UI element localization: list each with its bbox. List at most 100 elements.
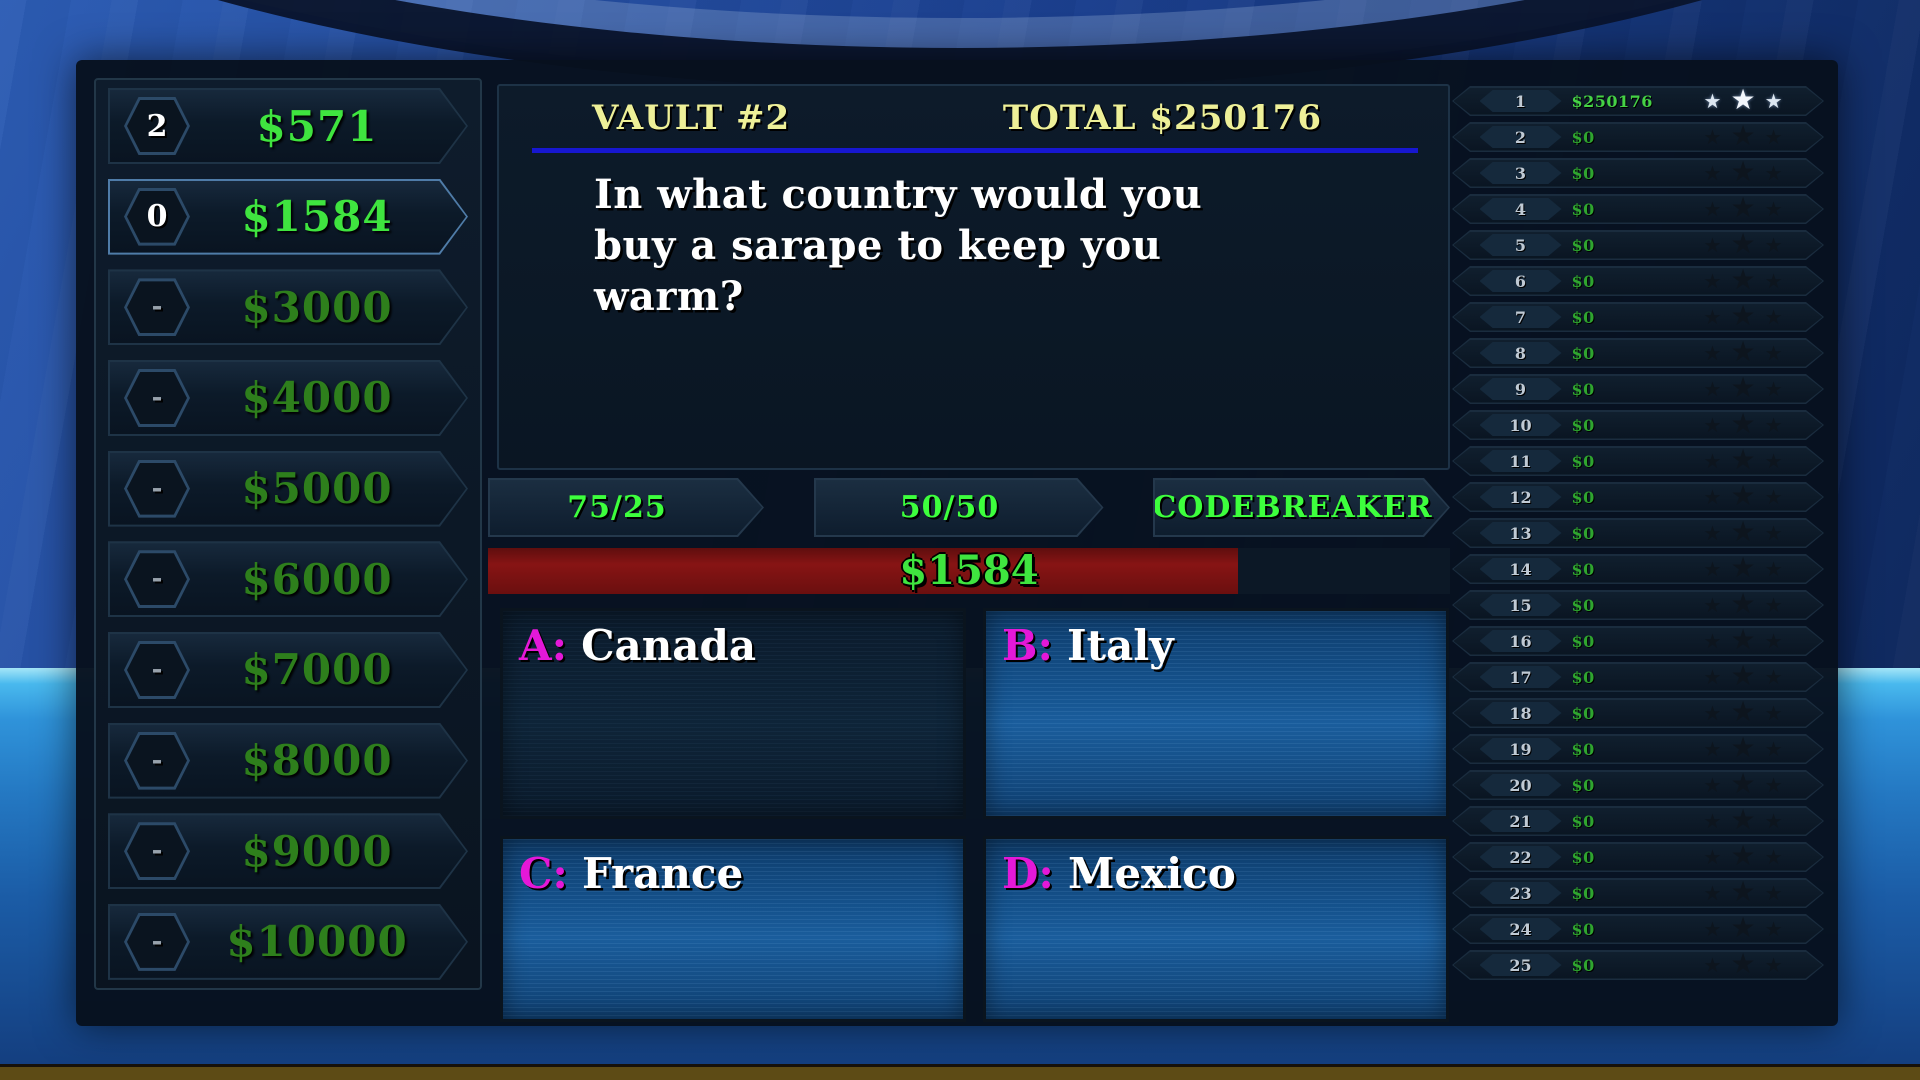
total-label: TOTAL $250176 bbox=[1002, 98, 1322, 138]
scoreboard-row-inner: 8 $0 ★ ★ ★ bbox=[1454, 340, 1823, 367]
answer-box[interactable]: A: Canada bbox=[500, 608, 966, 819]
ladder-item-inner: - $7000 bbox=[110, 634, 466, 706]
scoreboard-row: 8 $0 ★ ★ ★ bbox=[1452, 338, 1824, 368]
rank-badge: 3 bbox=[1480, 162, 1562, 184]
answer-text: France bbox=[581, 849, 744, 898]
scoreboard-amount: $0 bbox=[1571, 199, 1595, 219]
star-icon: ★ bbox=[1764, 701, 1783, 725]
scoreboard-row: 16 $0 ★ ★ ★ bbox=[1452, 626, 1824, 656]
star-icon: ★ bbox=[1730, 767, 1756, 800]
rank-number: 8 bbox=[1514, 343, 1527, 363]
star-icon: ★ bbox=[1703, 737, 1722, 761]
star-icon: ★ bbox=[1764, 305, 1783, 329]
ladder-amount: $5000 bbox=[241, 464, 393, 514]
rank-number: 11 bbox=[1509, 451, 1532, 471]
star-rating: ★ ★ ★ bbox=[1704, 160, 1783, 186]
lifeline-button[interactable]: CODEBREAKER bbox=[1153, 478, 1450, 537]
scoreboard-row: 18 $0 ★ ★ ★ bbox=[1452, 698, 1824, 728]
ladder-item: - $8000 bbox=[108, 723, 468, 799]
answer-letter: C: bbox=[519, 849, 568, 898]
ladder-badge: - bbox=[151, 654, 163, 685]
star-icon: ★ bbox=[1764, 341, 1783, 365]
star-icon: ★ bbox=[1730, 803, 1756, 836]
ladder-item: - $4000 bbox=[108, 360, 468, 436]
star-icon: ★ bbox=[1764, 629, 1783, 653]
ladder-amount: $8000 bbox=[241, 736, 393, 786]
star-rating: ★ ★ ★ bbox=[1704, 736, 1783, 762]
star-icon: ★ bbox=[1703, 773, 1722, 797]
scoreboard-row-inner: 5 $0 ★ ★ ★ bbox=[1454, 232, 1823, 259]
answer-box[interactable]: C: France bbox=[500, 836, 966, 1022]
star-icon: ★ bbox=[1764, 233, 1783, 257]
star-icon: ★ bbox=[1703, 197, 1722, 221]
star-rating: ★ ★ ★ bbox=[1704, 88, 1783, 114]
star-icon: ★ bbox=[1764, 881, 1783, 905]
star-icon: ★ bbox=[1764, 521, 1783, 545]
question-header: VAULT #2 TOTAL $250176 bbox=[499, 86, 1448, 138]
ladder-badge-hex-inner: - bbox=[127, 372, 187, 424]
rank-number: 17 bbox=[1509, 667, 1532, 687]
star-icon: ★ bbox=[1730, 371, 1756, 404]
star-icon: ★ bbox=[1730, 83, 1756, 116]
rank-number: 24 bbox=[1509, 919, 1532, 939]
star-icon: ★ bbox=[1730, 659, 1756, 692]
star-rating: ★ ★ ★ bbox=[1704, 340, 1783, 366]
lifeline-button[interactable]: 75/25 bbox=[488, 478, 764, 537]
rank-number: 25 bbox=[1509, 955, 1532, 975]
star-icon: ★ bbox=[1730, 263, 1756, 296]
star-rating: ★ ★ ★ bbox=[1704, 880, 1783, 906]
scoreboard-row-inner: 13 $0 ★ ★ ★ bbox=[1454, 520, 1823, 547]
star-icon: ★ bbox=[1730, 947, 1756, 980]
rank-number: 14 bbox=[1509, 559, 1532, 579]
star-icon: ★ bbox=[1764, 737, 1783, 761]
star-icon: ★ bbox=[1703, 89, 1722, 113]
scoreboard-row: 21 $0 ★ ★ ★ bbox=[1452, 806, 1824, 836]
ladder-badge: - bbox=[151, 745, 163, 776]
scoreboard-amount: $0 bbox=[1571, 703, 1595, 723]
rank-badge: 14 bbox=[1480, 558, 1562, 580]
star-icon: ★ bbox=[1730, 155, 1756, 188]
scoreboard-row-inner: 25 $0 ★ ★ ★ bbox=[1454, 952, 1823, 979]
lifeline-button[interactable]: 50/50 bbox=[814, 478, 1104, 537]
ladder-item-inner: 2 $571 bbox=[110, 90, 466, 162]
star-icon: ★ bbox=[1764, 809, 1783, 833]
header-underline bbox=[532, 148, 1418, 153]
rank-badge: 8 bbox=[1480, 342, 1562, 364]
rank-badge: 25 bbox=[1480, 954, 1562, 976]
star-rating: ★ ★ ★ bbox=[1704, 520, 1783, 546]
answer-box[interactable]: B: Italy bbox=[983, 608, 1449, 819]
scoreboard-row: 7 $0 ★ ★ ★ bbox=[1452, 302, 1824, 332]
star-icon: ★ bbox=[1764, 845, 1783, 869]
star-icon: ★ bbox=[1730, 479, 1756, 512]
rank-badge: 15 bbox=[1480, 594, 1562, 616]
scoreboard-amount: $0 bbox=[1571, 271, 1595, 291]
rank-badge: 5 bbox=[1480, 234, 1562, 256]
star-rating: ★ ★ ★ bbox=[1704, 412, 1783, 438]
rank-number: 3 bbox=[1514, 163, 1527, 183]
scoreboard-amount: $0 bbox=[1571, 487, 1595, 507]
star-icon: ★ bbox=[1730, 911, 1756, 944]
scoreboard-amount: $0 bbox=[1571, 415, 1595, 435]
ladder-item: - $3000 bbox=[108, 269, 468, 345]
ladder-badge-hex-inner: 0 bbox=[127, 191, 187, 243]
scoreboard-row-inner: 15 $0 ★ ★ ★ bbox=[1454, 592, 1823, 619]
star-icon: ★ bbox=[1764, 665, 1783, 689]
answer-box[interactable]: D: Mexico bbox=[983, 836, 1449, 1022]
scoreboard-row-inner: 23 $0 ★ ★ ★ bbox=[1454, 880, 1823, 907]
ladder-amount: $9000 bbox=[241, 826, 393, 876]
scoreboard-row: 22 $0 ★ ★ ★ bbox=[1452, 842, 1824, 872]
star-icon: ★ bbox=[1703, 917, 1722, 941]
scoreboard-row-inner: 18 $0 ★ ★ ★ bbox=[1454, 700, 1823, 727]
scoreboard-amount: $0 bbox=[1571, 523, 1595, 543]
star-icon: ★ bbox=[1730, 551, 1756, 584]
star-icon: ★ bbox=[1730, 119, 1756, 152]
ladder-badge: - bbox=[151, 836, 163, 867]
star-icon: ★ bbox=[1730, 443, 1756, 476]
progress-bar: $1584 bbox=[488, 548, 1450, 594]
scoreboard: 1 $250176 ★ ★ ★ 2 $0 ★ ★ ★ 3 bbox=[1452, 86, 1824, 980]
star-icon: ★ bbox=[1703, 233, 1722, 257]
scoreboard-row-inner: 16 $0 ★ ★ ★ bbox=[1454, 628, 1823, 655]
scoreboard-row-inner: 11 $0 ★ ★ ★ bbox=[1454, 448, 1823, 475]
scoreboard-amount: $0 bbox=[1571, 775, 1595, 795]
lifeline-label: 75/25 bbox=[567, 490, 667, 525]
